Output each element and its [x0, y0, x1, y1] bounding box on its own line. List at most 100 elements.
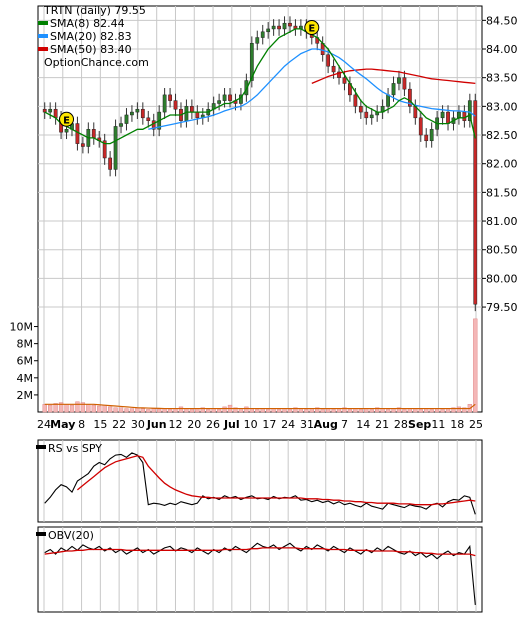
candle-body: [446, 111, 450, 124]
legend-entry: TRTN (daily) 79.55: [43, 4, 146, 17]
candle-body: [228, 94, 232, 101]
candle-body: [108, 157, 113, 170]
volume-bar: [178, 406, 184, 413]
volume-bar: [358, 409, 363, 413]
x-tick-label: 26: [206, 418, 220, 431]
volume-bar: [473, 318, 478, 413]
volume-bar: [151, 408, 156, 413]
volume-tick-label: 4M: [17, 372, 34, 385]
volume-bar: [216, 409, 222, 413]
x-tick-label: Jun: [146, 418, 167, 431]
volume-bar: [418, 409, 423, 413]
candle-body: [342, 77, 347, 84]
rs-legend: RS vs SPY: [48, 442, 102, 455]
earnings-marker-label: E: [63, 115, 70, 126]
volume-bar: [146, 409, 151, 413]
volume-bar: [48, 404, 53, 413]
volume-tick-label: 2M: [17, 389, 34, 402]
volume-bar: [342, 407, 347, 413]
volume-bar: [440, 409, 445, 413]
volume-bar: [276, 409, 282, 413]
y-tick-label: 83.00: [486, 100, 518, 113]
volume-bar: [320, 409, 325, 413]
sma50-line: [311, 68, 476, 85]
volume-bar: [369, 409, 374, 413]
volume-bar: [304, 409, 309, 413]
candle-body: [331, 65, 336, 73]
rs-panel-frame: [37, 439, 483, 523]
x-tick-label: 11: [431, 418, 445, 431]
sma20-line: [148, 48, 476, 130]
candle-body: [429, 129, 434, 142]
legend-entry: SMA(20) 82.83: [50, 30, 132, 43]
candle-body: [124, 114, 129, 124]
rs-average-line: [76, 455, 476, 506]
obv-panel-frame: [37, 526, 483, 613]
volume-bar: [75, 401, 80, 413]
candle-body: [266, 28, 271, 33]
x-tick-label: 25: [469, 418, 483, 431]
obv-line: [44, 542, 476, 605]
candle-body: [467, 100, 472, 121]
volume-bar: [118, 407, 124, 413]
candle-body: [64, 129, 69, 133]
obv-legend: OBV(20): [48, 529, 94, 542]
volume-bar: [331, 409, 336, 413]
x-tick-label: 30: [131, 418, 145, 431]
volume-bar: [244, 406, 249, 413]
candle-body: [140, 108, 145, 119]
volume-tick-label: 6M: [17, 355, 34, 368]
volume-bar: [97, 405, 102, 413]
candle-body: [337, 71, 341, 78]
candle-body: [369, 114, 374, 119]
candle-body: [255, 37, 260, 44]
volume-bar: [189, 409, 195, 413]
volume-bar: [69, 404, 75, 413]
volume-bar: [42, 404, 47, 413]
x-tick-label: 24: [281, 418, 295, 431]
candle-body: [102, 140, 107, 159]
candle-body: [217, 100, 222, 104]
volume-bar: [157, 409, 162, 413]
x-tick-label: Jul: [223, 418, 240, 431]
legend-entry: SMA(50) 83.40: [50, 43, 132, 56]
volume-tick-label: 8M: [17, 338, 34, 351]
x-tick-label: 28: [394, 418, 408, 431]
candle-body: [391, 83, 396, 96]
legend-swatch: [38, 47, 48, 51]
x-tick-label: Aug: [314, 418, 338, 431]
volume-tick-label: 10M: [10, 321, 34, 334]
candle-body: [457, 111, 461, 119]
candle-body: [402, 77, 407, 90]
volume-bar: [402, 409, 407, 413]
candle-body: [113, 126, 118, 170]
legend-swatch: [38, 34, 48, 38]
sma8-line: [44, 28, 476, 145]
volume-bar: [64, 404, 69, 413]
x-tick-label: 7: [341, 418, 348, 431]
y-tick-label: 82.50: [486, 129, 518, 142]
x-tick-label: May: [50, 418, 75, 431]
obv-legend-swatch: [36, 532, 46, 536]
candle-body: [418, 117, 423, 136]
volume-average-line: [44, 403, 476, 410]
volume-bar: [200, 407, 205, 413]
candle-body: [473, 100, 478, 305]
candle-body: [440, 111, 445, 119]
volume-bar: [462, 407, 467, 413]
y-tick-label: 81.50: [486, 186, 518, 199]
candle-body: [135, 108, 140, 113]
candle-body: [189, 106, 194, 113]
volume-bar: [293, 407, 298, 413]
y-tick-label: 80.50: [486, 244, 518, 257]
volume-bar: [140, 408, 145, 413]
candle-body: [75, 123, 80, 144]
earnings-marker: [59, 111, 75, 127]
volume-bar: [102, 404, 107, 413]
candle-body: [260, 31, 265, 38]
volume-bar: [91, 404, 96, 413]
candle-body: [288, 22, 292, 27]
candle-body: [353, 94, 358, 107]
